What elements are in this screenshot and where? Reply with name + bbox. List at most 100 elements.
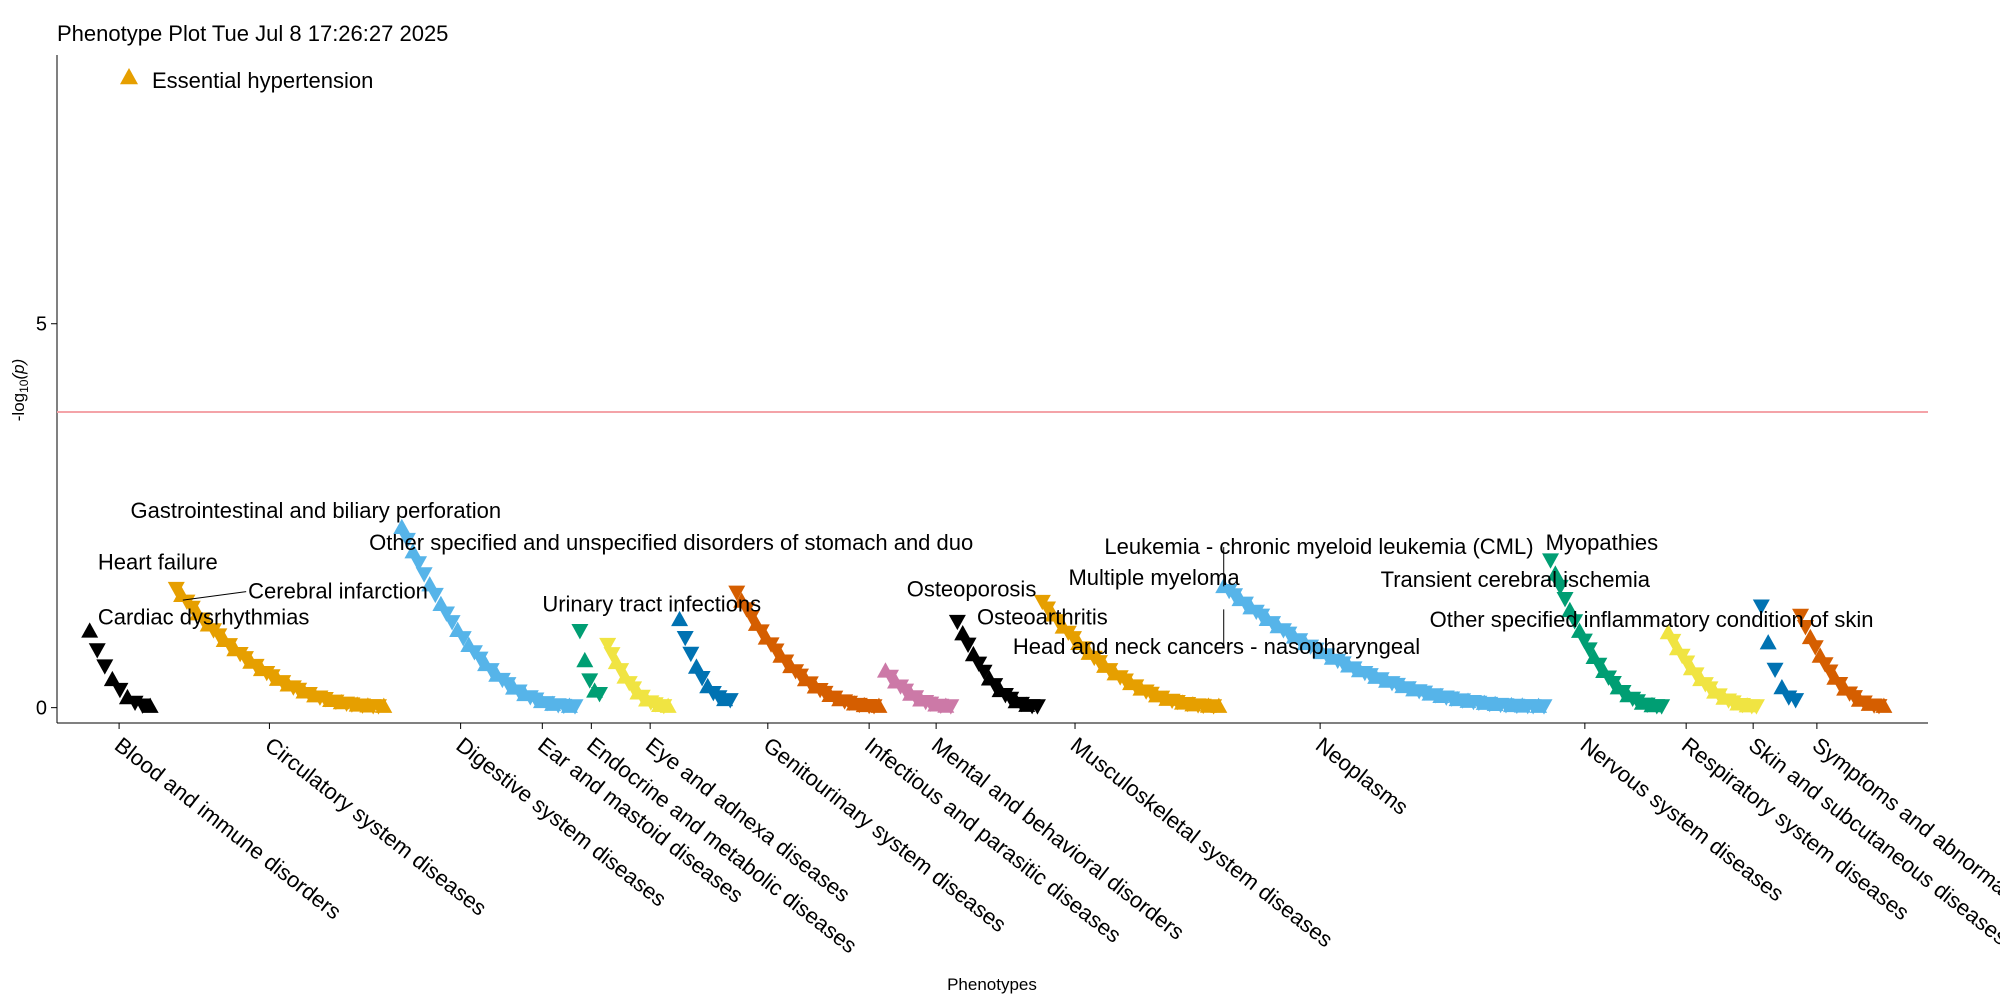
data-point (1551, 579, 1569, 596)
legend-marker (120, 68, 138, 85)
data-point (1796, 620, 1814, 636)
annotation-label: Gastrointestinal and biliary perforation (131, 498, 502, 523)
data-point (777, 654, 795, 670)
annotation-label: Transient cerebral ischemia (1381, 567, 1651, 592)
data-point (581, 673, 599, 689)
data-point (1546, 565, 1564, 581)
annotation-label: Head and neck cancers - nasopharyngeal (1013, 634, 1420, 659)
x-tick-label: Neoplasms (1311, 732, 1413, 819)
data-point (471, 651, 489, 667)
data-point (881, 669, 899, 685)
data-point (415, 567, 433, 583)
data-point (1787, 693, 1805, 709)
y-ticks: 05 (36, 314, 57, 720)
data-point (96, 659, 114, 675)
data-point (183, 600, 201, 617)
y-axis-label-arg: (p) (9, 359, 28, 380)
data-point (1561, 601, 1579, 618)
data-point (1792, 608, 1810, 625)
data-point (970, 656, 988, 672)
data-point (1535, 699, 1553, 715)
data-point (671, 610, 689, 627)
data-point (1653, 699, 1671, 715)
data-point (986, 678, 1004, 694)
annotation-leader (182, 591, 247, 601)
annotation-label: Heart failure (98, 549, 218, 574)
annotation-label: Osteoarthritis (977, 605, 1108, 630)
data-point (693, 671, 711, 687)
y-axis-label-subscript: 10 (17, 379, 31, 393)
data-point (959, 637, 977, 653)
data-point (1831, 676, 1849, 693)
data-point (1049, 614, 1067, 630)
data-point (603, 647, 621, 663)
data-point (1590, 657, 1608, 674)
data-point (1075, 641, 1093, 657)
y-tick-label: 5 (36, 314, 47, 336)
data-point (141, 697, 159, 713)
data-point (1759, 634, 1777, 650)
data-point (576, 651, 594, 668)
data-point (676, 630, 694, 647)
data-point (111, 682, 129, 699)
data-point (1253, 608, 1271, 624)
data-point (1542, 553, 1560, 569)
x-tick-label: Endocrine and metabolic diseases (582, 732, 861, 958)
data-point (1064, 631, 1082, 647)
data-point (1039, 601, 1057, 617)
data-point (870, 697, 888, 713)
data-point (1664, 633, 1682, 650)
data-point (1766, 662, 1784, 679)
data-point (210, 628, 228, 644)
data-point (426, 587, 444, 604)
data-point (88, 643, 106, 659)
data-point (247, 658, 265, 675)
annotation-label: Other specified inflammatory condition o… (1430, 607, 1874, 632)
data-point (103, 670, 121, 687)
data-point (1028, 699, 1046, 715)
data-point (1226, 588, 1244, 604)
data-point (1575, 633, 1593, 649)
data-point (482, 663, 500, 679)
data-point (1752, 599, 1770, 615)
data-point (591, 687, 609, 703)
data-point (599, 637, 617, 654)
data-point (443, 615, 461, 631)
data-point (81, 622, 99, 638)
data-point (612, 663, 630, 679)
data-point (1678, 655, 1696, 671)
data-point (1580, 642, 1598, 658)
data-point (738, 602, 756, 618)
annotation-label: Other specified and unspecified disorder… (369, 530, 973, 555)
data-point (220, 638, 238, 654)
data-point (571, 624, 589, 640)
data-point (752, 624, 770, 640)
data-point (421, 576, 439, 592)
data-point (1090, 655, 1108, 671)
data-point (742, 609, 760, 626)
data-point (167, 581, 185, 598)
data-point (454, 631, 472, 647)
legend: Essential hypertension (120, 68, 373, 93)
annotation-label: Urinary tract infections (542, 592, 761, 617)
annotation-label: Cerebral infarction (248, 579, 428, 604)
data-point (1875, 697, 1893, 713)
y-axis-label: -log10(p) (9, 359, 31, 422)
data-point (948, 614, 966, 631)
data-points (81, 518, 1893, 715)
data-point (499, 677, 517, 693)
data-point (1604, 675, 1622, 692)
data-point (134, 698, 152, 714)
data-point (410, 556, 428, 572)
data-point (404, 543, 422, 559)
data-point (1236, 596, 1254, 612)
data-point (687, 658, 705, 674)
data-point (236, 651, 254, 667)
data-point (767, 643, 785, 659)
data-point (682, 646, 700, 663)
data-point (1821, 664, 1839, 680)
y-axis-label-prefix: -log (9, 393, 28, 421)
data-point (375, 697, 393, 713)
